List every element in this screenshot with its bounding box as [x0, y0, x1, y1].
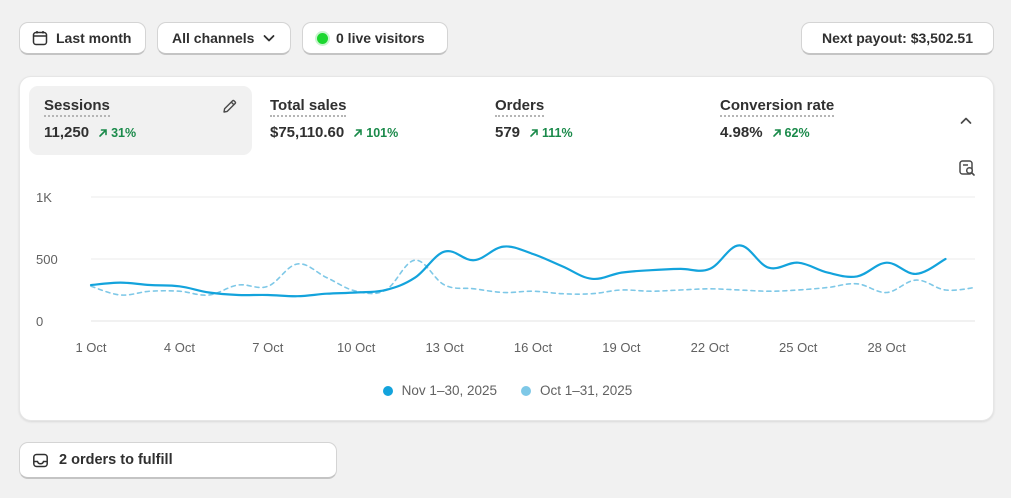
chevron-down-icon	[264, 35, 275, 42]
legend-label-previous: Oct 1–31, 2025	[540, 383, 633, 398]
chart-legend: Nov 1–30, 2025 Oct 1–31, 2025	[20, 383, 995, 398]
x-tick-label: 22 Oct	[691, 340, 730, 355]
next-payout-button[interactable]: Next payout: $3,502.51	[801, 22, 994, 55]
metric-change: 101%	[353, 126, 398, 140]
metric-value: 579	[495, 124, 521, 141]
legend-dot-current	[382, 385, 393, 396]
legend-item-current[interactable]: Nov 1–30, 2025	[382, 383, 497, 398]
x-tick-label: 16 Oct	[514, 340, 553, 355]
y-tick-label: 1K	[36, 190, 52, 205]
metric-change: 31%	[98, 126, 136, 140]
metric-change-value: 31%	[111, 125, 137, 140]
chevron-up-icon[interactable]	[958, 113, 974, 129]
metric-title: Total sales	[270, 97, 347, 117]
next-payout-label: Next payout: $3,502.51	[822, 30, 973, 46]
x-tick-label: 7 Oct	[252, 340, 283, 355]
metric-value: $75,110.60	[270, 124, 345, 141]
x-tick-label: 4 Oct	[164, 340, 195, 355]
x-tick-label: 19 Oct	[602, 340, 641, 355]
y-tick-label: 0	[36, 314, 43, 329]
channels-label: All channels	[172, 30, 255, 46]
metric-title: Conversion rate	[720, 97, 835, 117]
y-tick-label: 500	[36, 252, 58, 267]
metric-orders[interactable]: Orders 579 111%	[480, 86, 703, 155]
orders-to-fulfill-button[interactable]: 2 orders to fulfill	[19, 442, 337, 479]
arrow-up-right-icon	[354, 128, 363, 137]
metric-value: 4.98%	[720, 124, 763, 141]
x-tick-label: 28 Oct	[867, 340, 906, 355]
analytics-card: Sessions 11,250 31% Total sales $75,110.…	[19, 76, 994, 421]
live-visitors-button[interactable]: 0 live visitors	[302, 22, 448, 55]
channels-button[interactable]: All channels	[157, 22, 291, 55]
legend-label-current: Nov 1–30, 2025	[401, 383, 497, 398]
metric-change: 111%	[529, 126, 573, 140]
inbox-icon	[33, 453, 48, 467]
x-tick-label: 25 Oct	[779, 340, 818, 355]
pencil-icon[interactable]	[221, 98, 238, 115]
legend-item-previous[interactable]: Oct 1–31, 2025	[521, 383, 632, 398]
date-range-button[interactable]: Last month	[19, 22, 146, 55]
metric-value: 11,250	[44, 124, 90, 141]
series-line-previous	[90, 259, 976, 296]
arrow-up-right-icon	[99, 128, 107, 137]
x-tick-label: 13 Oct	[425, 340, 464, 355]
date-range-label: Last month	[56, 30, 132, 46]
live-status-dot	[317, 32, 328, 44]
metric-total-sales[interactable]: Total sales $75,110.60 101%	[255, 86, 478, 155]
metric-sessions[interactable]: Sessions 11,250 31%	[29, 86, 252, 155]
legend-dot-previous	[521, 385, 531, 396]
calendar-icon	[32, 31, 48, 46]
metric-title: Orders	[495, 97, 545, 117]
orders-to-fulfill-label: 2 orders to fulfill	[59, 452, 173, 468]
arrow-up-right-icon	[530, 128, 538, 137]
sessions-chart: 0 500 1K 1 Oct 4 Oct 7 Oct 10 Oct 13 Oct 16 Oct 1…	[36, 190, 976, 355]
live-visitors-label: 0 live visitors	[336, 30, 425, 46]
metric-title: Sessions	[44, 97, 110, 117]
x-tick-label: 10 Oct	[337, 340, 376, 355]
magnify-report-icon[interactable]	[958, 159, 976, 177]
metric-change-value: 62%	[784, 125, 810, 140]
metric-conversion-rate[interactable]: Conversion rate 4.98% 62%	[705, 86, 928, 155]
metric-change: 62%	[772, 126, 810, 140]
metric-change-value: 111%	[542, 125, 573, 140]
series-line-current	[89, 244, 947, 298]
x-tick-label: 1 Oct	[75, 340, 106, 355]
arrow-up-right-icon	[772, 128, 781, 137]
metric-change-value: 101%	[366, 125, 399, 140]
